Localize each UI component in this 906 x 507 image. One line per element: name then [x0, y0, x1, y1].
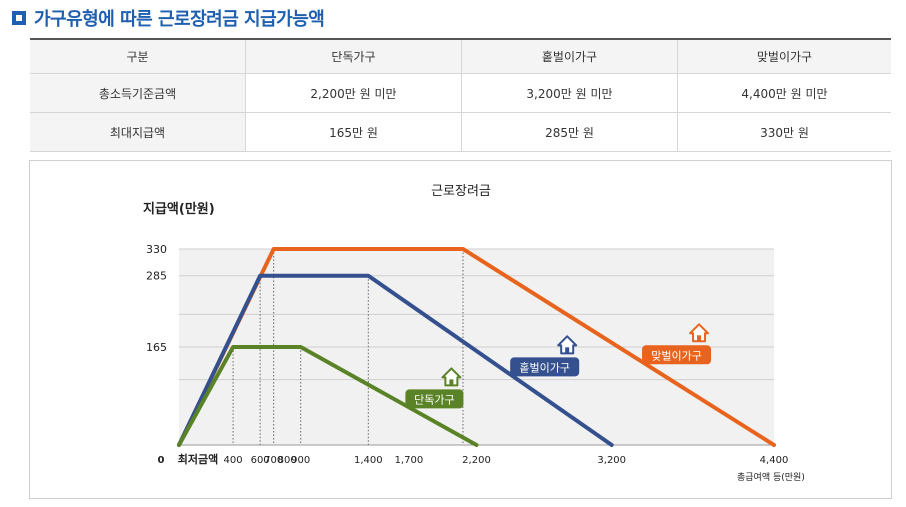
- table-cell: 165만 원: [245, 112, 462, 152]
- series-line: [177, 273, 614, 447]
- row-label: 최대지급액: [30, 112, 246, 152]
- house-icon: [689, 323, 710, 343]
- house-door: [565, 347, 570, 354]
- guide-layer: [232, 249, 464, 445]
- x-tick-label: 800: [278, 455, 297, 466]
- series-label-box: [642, 345, 712, 365]
- x-axis-label: 총급여액 등(만원): [737, 471, 805, 483]
- y-tick-label: 165: [146, 341, 167, 354]
- table-cell: 3,200만 원 미만: [461, 73, 678, 113]
- x-tick-label: 4,400: [760, 455, 789, 466]
- column-header: 단독가구: [245, 38, 462, 74]
- chart-panel: 근로장려금 지급액(만원) 총급여액 등(만원) 0 최저금액 165 285 33…: [29, 160, 892, 499]
- table-cell: 4,400만 원 미만: [677, 73, 891, 113]
- x-tick-label: 3,200: [597, 455, 626, 466]
- x-tick-label: 2,200: [462, 455, 491, 466]
- series-layer: [177, 247, 776, 447]
- table-row: 총소득기준금액 2,200만 원 미만 3,200만 원 미만 4,400만 원…: [30, 73, 891, 113]
- house-icon: [557, 335, 578, 355]
- x-tick-label: 700: [264, 455, 283, 466]
- house-door: [449, 379, 454, 386]
- column-header: 구분: [30, 38, 246, 74]
- x-zero-label: 0: [158, 455, 165, 466]
- x-min-label: 최저금액: [178, 452, 218, 466]
- table-cell: 330만 원: [677, 112, 891, 152]
- y-axis-label: 지급액(만원): [143, 201, 215, 217]
- x-tick-label: 400: [224, 455, 243, 466]
- column-header: 맞벌이가구: [677, 38, 891, 74]
- house-icon: [441, 367, 462, 387]
- series-label: 단독가구: [405, 367, 464, 409]
- benefit-table: 구분 단독가구 홑벌이가구 맞벌이가구 총소득기준금액 2,200만 원 미만 …: [30, 38, 891, 152]
- x-tick-label: 900: [291, 455, 310, 466]
- y-tick-label: 285: [146, 270, 167, 283]
- x-tick-label: 1,400: [354, 455, 383, 466]
- column-header: 홑벌이가구: [461, 38, 678, 74]
- row-label: 총소득기준금액: [30, 73, 246, 113]
- square-bullet-icon: [12, 11, 26, 25]
- page-title: 가구유형에 따른 근로장려금 지급가능액: [34, 9, 325, 30]
- series-label-box: [405, 389, 464, 409]
- table-row: 최대지급액 165만 원 285만 원 330만 원: [30, 112, 891, 152]
- series-line: [177, 345, 479, 447]
- series-label-text: 홑벌이가구: [519, 361, 570, 374]
- page-title-row: 가구유형에 따른 근로장려금 지급가능액: [12, 4, 325, 32]
- series-label: 맞벌이가구: [642, 323, 712, 365]
- series-label-text: 맞벌이가구: [651, 349, 702, 362]
- house-door: [697, 335, 702, 342]
- y-tick-label: 330: [146, 243, 167, 256]
- series-label-text: 단독가구: [414, 393, 454, 406]
- table-cell: 285만 원: [461, 112, 678, 152]
- x-tick-label: 1,700: [395, 455, 424, 466]
- series-label: 홑벌이가구: [510, 335, 580, 377]
- table-header-row: 구분 단독가구 홑벌이가구 맞벌이가구: [30, 38, 891, 74]
- chart-svg: 근로장려금 지급액(만원) 총급여액 등(만원) 0 최저금액 165 285 33…: [143, 184, 805, 483]
- series-label-box: [510, 357, 580, 377]
- table-cell: 2,200만 원 미만: [245, 73, 462, 113]
- x-tick-label: 600: [251, 455, 270, 466]
- chart-title: 근로장려금: [431, 184, 491, 199]
